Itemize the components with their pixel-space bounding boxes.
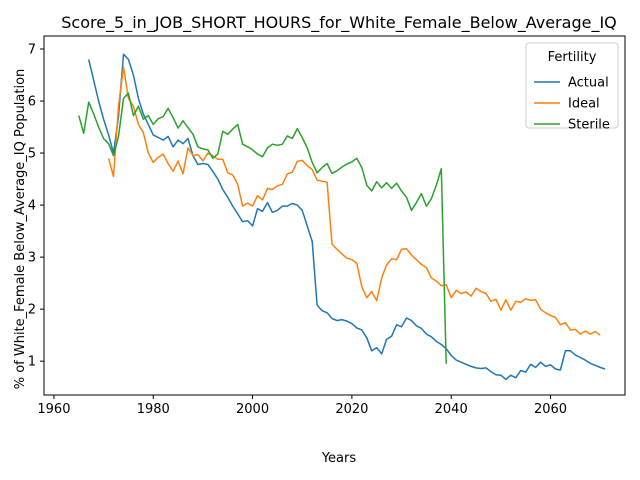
y-axis-label: % of White_Female Below_Average_IQ Popul… (13, 69, 28, 390)
plot-frame (43, 35, 626, 396)
y-axis: 1 2 3 4 5 6 7 (28, 43, 44, 370)
series-line-actual (87, 53, 606, 381)
x-tick-label: 2020 (335, 402, 368, 417)
y-tick-label: 3 (28, 251, 36, 266)
series-line-sterile (78, 92, 447, 364)
y-tick-label: 6 (28, 95, 36, 110)
x-tick-label: 2040 (435, 402, 468, 417)
legend: Fertility Actual Ideal Sterile (525, 42, 619, 133)
x-axis: 1960 1980 2000 2020 2040 2060 (37, 395, 567, 417)
legend-label-sterile: Sterile (568, 118, 610, 133)
legend-label-actual: Actual (568, 76, 609, 91)
legend-title: Fertility (548, 50, 597, 65)
x-tick-label: 1980 (137, 402, 170, 417)
chart-title: Score_5_in_JOB_SHORT_HOURS_for_White_Fem… (61, 13, 617, 33)
x-tick-label: 2060 (534, 402, 567, 417)
plot-area (78, 53, 606, 381)
y-tick-label: 5 (28, 147, 36, 162)
y-tick-label: 7 (28, 43, 36, 58)
series-line-ideal (107, 66, 601, 336)
legend-label-ideal: Ideal (568, 97, 600, 112)
y-tick-label: 1 (28, 355, 36, 370)
x-axis-label: Years (321, 451, 357, 466)
x-tick-label: 1960 (37, 402, 70, 417)
legend-box (525, 42, 619, 129)
y-tick-label: 4 (28, 199, 36, 214)
x-tick-label: 2000 (236, 402, 269, 417)
y-tick-label: 2 (28, 303, 36, 318)
